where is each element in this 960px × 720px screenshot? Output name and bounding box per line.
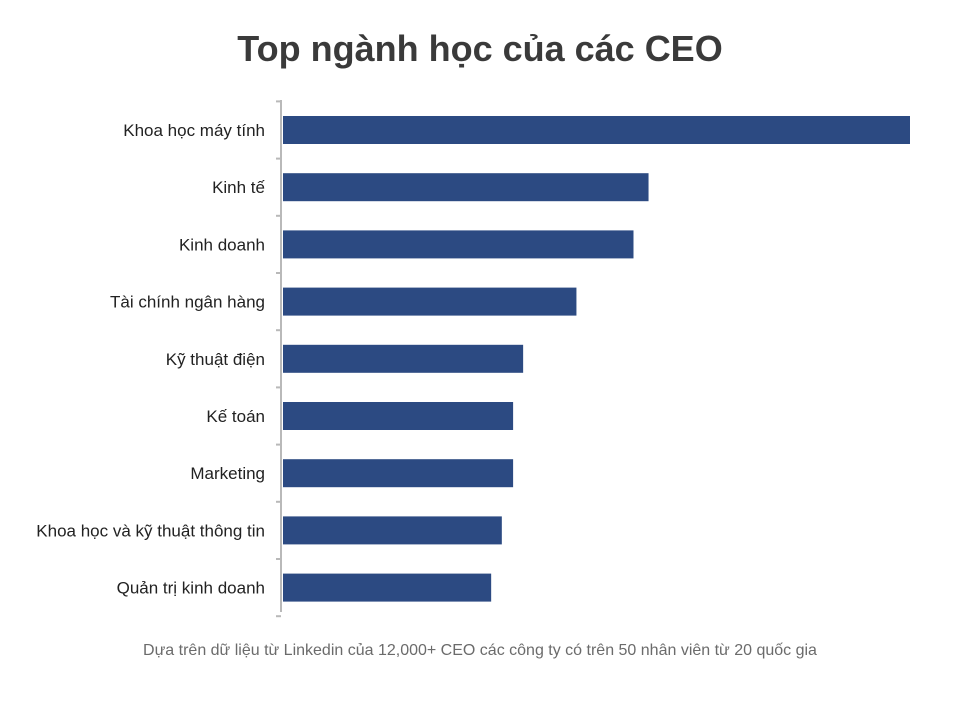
axis-layer	[276, 100, 282, 618]
bar	[283, 230, 634, 259]
category-label: Khoa học và kỹ thuật thông tin	[36, 521, 265, 540]
chart-title: Top ngành học của các CEO	[237, 28, 723, 69]
bar	[283, 573, 492, 602]
bar	[283, 173, 649, 202]
category-label: Kinh doanh	[179, 235, 265, 254]
chart-footnote: Dựa trên dữ liệu từ Linkedin của 12,000+…	[143, 642, 817, 659]
category-label: Quản trị kinh doanh	[117, 579, 265, 598]
bar	[283, 344, 524, 373]
category-label: Marketing	[190, 464, 265, 483]
category-label: Kinh tế	[212, 178, 265, 197]
category-label: Kỹ thuật điện	[166, 350, 265, 369]
category-label: Tài chính ngân hàng	[110, 293, 265, 312]
category-label: Khoa học máy tính	[123, 121, 265, 140]
bar	[283, 402, 514, 430]
bar	[283, 287, 577, 316]
bar	[283, 516, 502, 545]
category-label: Kế toán	[206, 407, 265, 426]
bar	[283, 116, 910, 144]
bar	[283, 459, 514, 488]
category-labels-layer: Khoa học máy tính Kinh tế Kinh doanh Tài ch…	[36, 121, 265, 598]
bars-layer	[283, 116, 910, 602]
